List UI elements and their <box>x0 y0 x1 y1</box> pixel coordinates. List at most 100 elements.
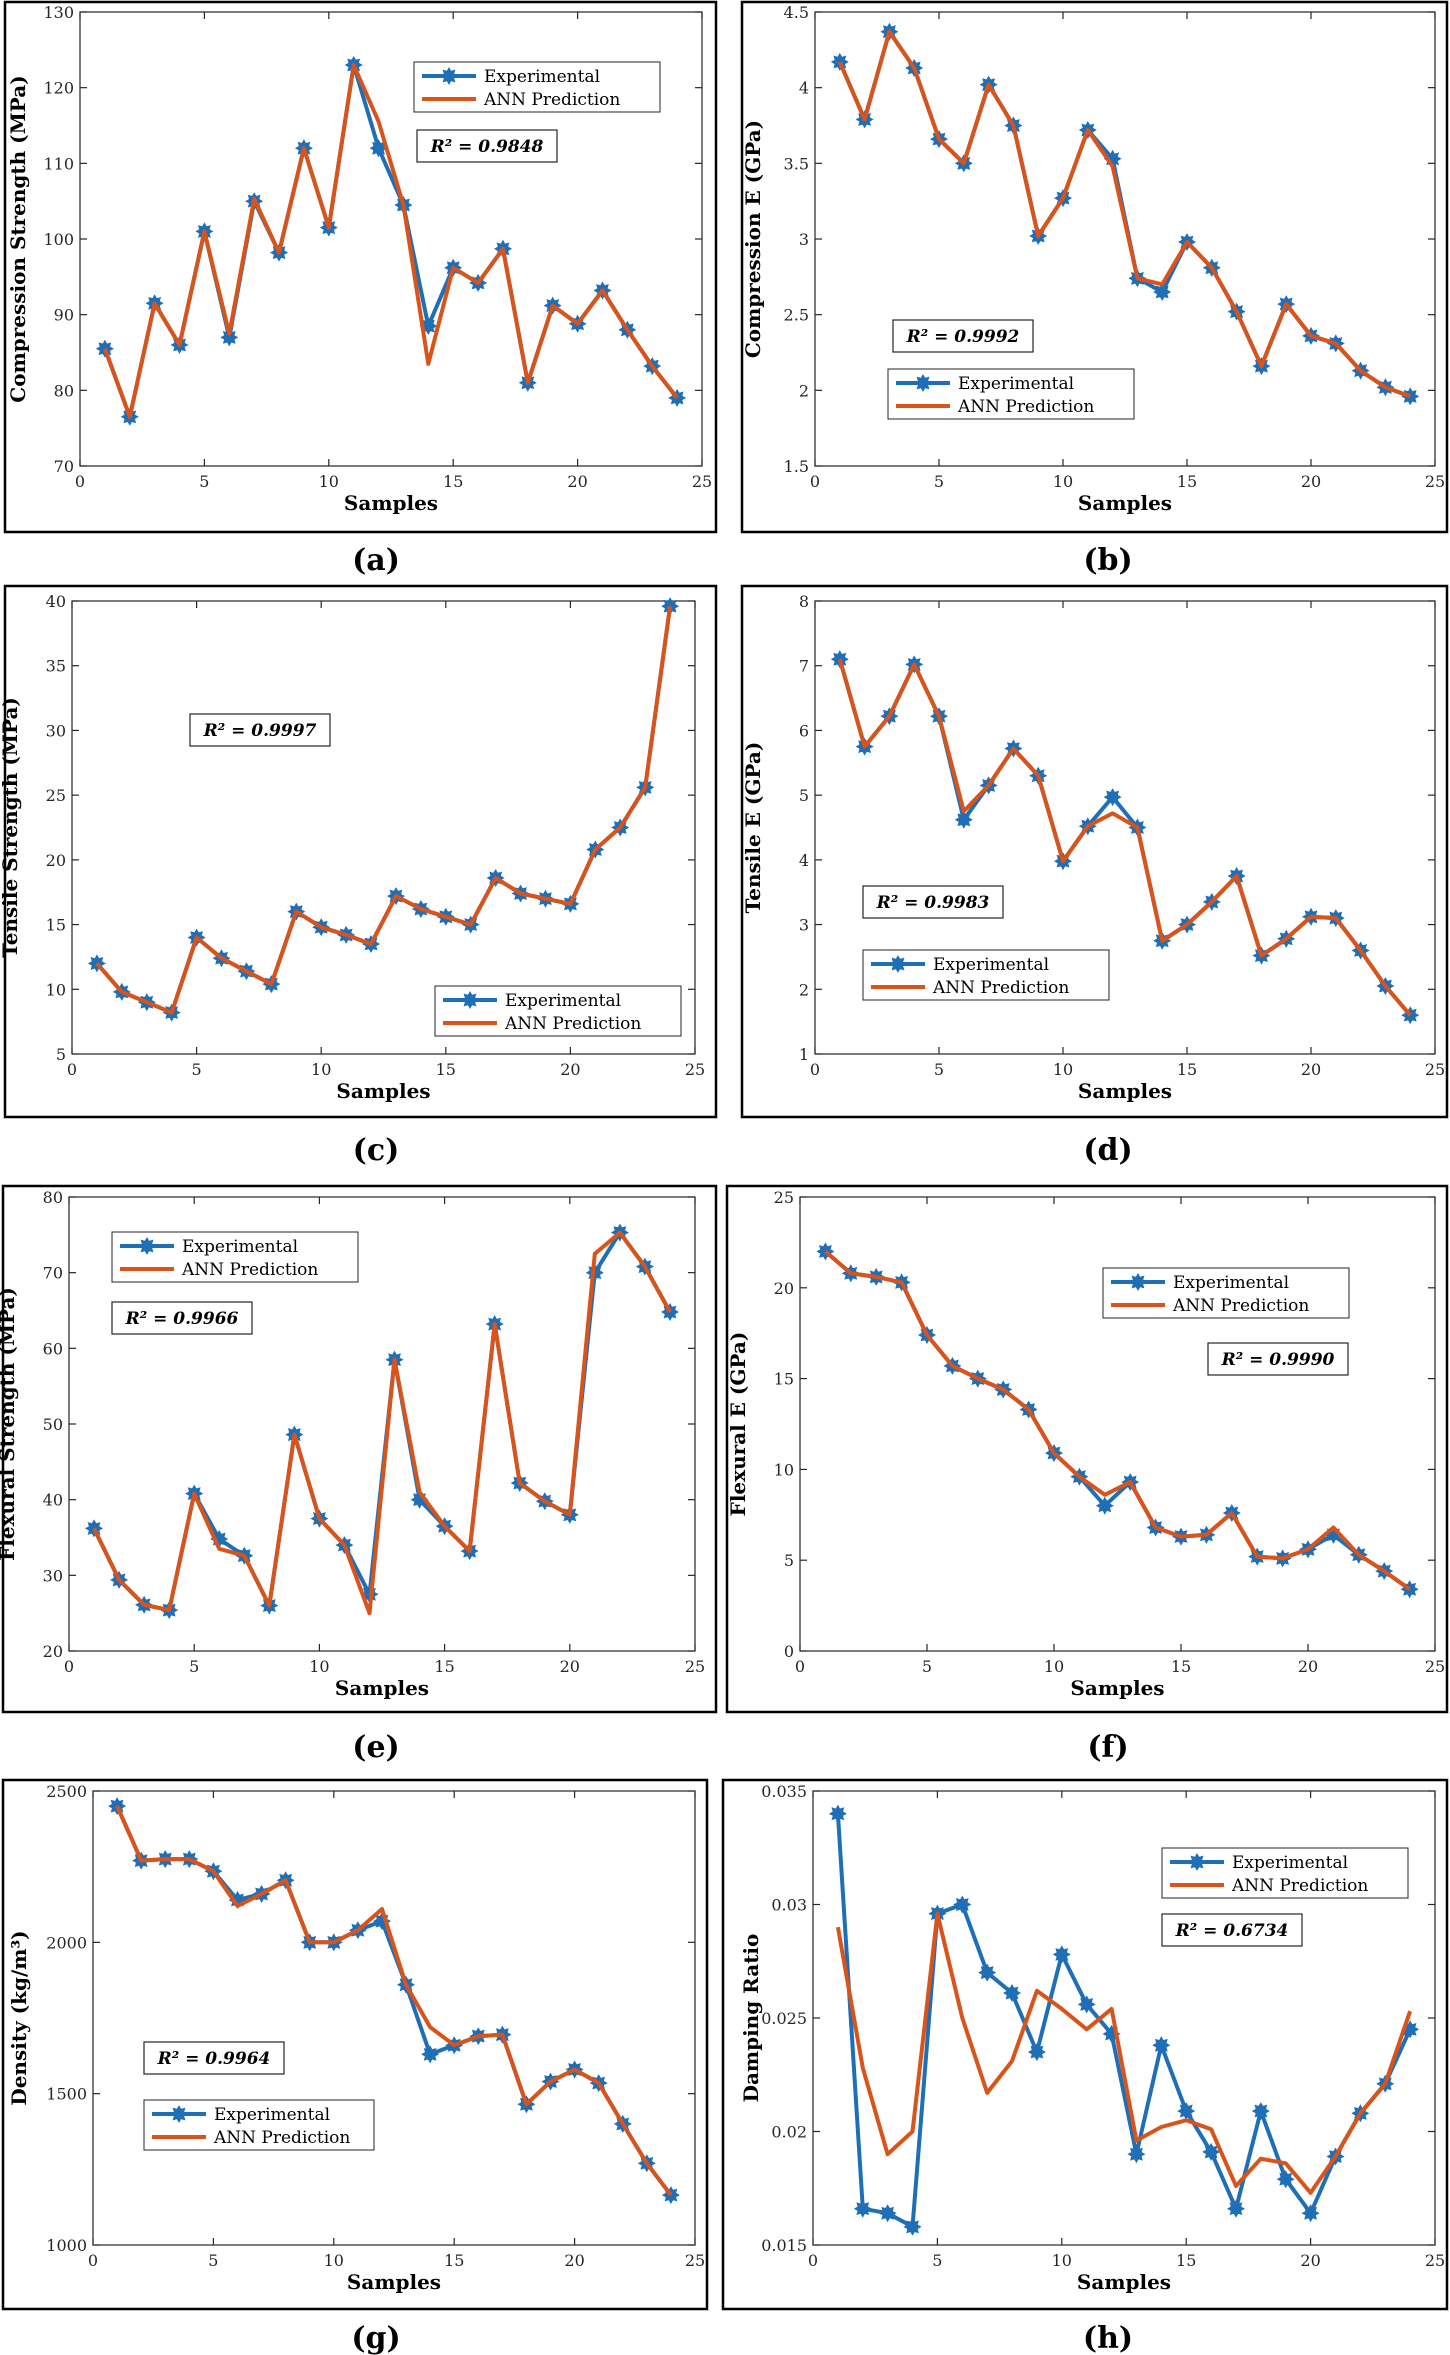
data-point <box>1002 1983 1022 2003</box>
data-point <box>878 2204 897 2223</box>
y-tick-label: 35 <box>46 657 66 676</box>
y-tick-label: 20 <box>774 1279 794 1298</box>
y-tick-label: 0.035 <box>761 1782 807 1801</box>
series-ann-prediction <box>837 658 1412 1017</box>
x-tick-label: 15 <box>434 1657 454 1676</box>
figure-frame <box>740 584 1449 1119</box>
x-tick-label: 5 <box>199 472 209 491</box>
legend: Experimental ANN Prediction <box>111 1231 359 1283</box>
figure-frame <box>3 584 718 1119</box>
plot-area <box>92 1790 696 2246</box>
y-tick-label: 100 <box>43 230 74 249</box>
y-tick-label: 50 <box>43 1415 63 1434</box>
y-tick-label: 120 <box>43 79 74 98</box>
y-tick-label: 130 <box>43 3 74 22</box>
y-tick-label: 2.5 <box>784 306 809 325</box>
y-tick-label: 20 <box>43 1642 63 1661</box>
chart-panel-h: 0 5 10 15 20 25 0.015 0.02 0.025 0.03 0.035 Samples… <box>721 1778 1449 2355</box>
chart-panel-c: 0 5 10 15 20 25510152025303540SamplesTensile … <box>0 584 718 1168</box>
y-tick-label: 80 <box>43 1188 63 1207</box>
series-line <box>95 605 673 1015</box>
y-axis-label: Tensile Strength (MPa) <box>0 697 22 958</box>
data-point <box>1177 2102 1196 2121</box>
x-tick-label: 0 <box>810 1060 820 1079</box>
y-tick-label: 3 <box>799 230 809 249</box>
x-tick-label: 10 <box>1044 1657 1064 1676</box>
data-point <box>460 990 480 1010</box>
x-tick-label: 25 <box>692 472 712 491</box>
x-tick-label: 15 <box>444 2251 464 2270</box>
y-tick-label: 5 <box>784 1551 794 1570</box>
y-tick-label: 2000 <box>46 1933 87 1952</box>
x-tick-label: 0 <box>808 2251 818 2270</box>
legend-label-experimental: Experimental <box>182 1237 298 1257</box>
y-tick-label: 7 <box>799 657 809 676</box>
x-tick-label: 20 <box>1300 2251 1320 2270</box>
r2-box <box>1207 1342 1349 1376</box>
x-tick-label: 10 <box>1053 472 1073 491</box>
series-ann-prediction <box>835 1911 1412 2195</box>
x-tick-label: 20 <box>1301 1060 1321 1079</box>
x-tick-label: 15 <box>443 472 463 491</box>
x-tick-label: 25 <box>1425 2251 1445 2270</box>
data-point <box>1052 1945 1071 1964</box>
legend: Experimental ANN Prediction <box>862 949 1110 1001</box>
chart-panel-d: 0 5 10 15 20 25 1 2 3 4 5 6 7 8 Samples Tensile E (GPa)… <box>740 584 1449 1168</box>
x-tick-label: 20 <box>564 2251 584 2270</box>
legend-box <box>143 2099 375 2151</box>
x-tick-label: 25 <box>1425 1657 1445 1676</box>
x-tick-label: 0 <box>75 472 85 491</box>
y-tick-label: 6 <box>799 721 809 740</box>
x-tick-label: 10 <box>324 2251 344 2270</box>
y-tick-label: 8 <box>799 592 809 611</box>
legend-label-ann-prediction: ANN Prediction <box>213 2128 350 2148</box>
legend-label-experimental: Experimental <box>958 374 1074 394</box>
x-tick-label: 20 <box>1301 472 1321 491</box>
x-axis-label: Samples <box>1078 1079 1172 1103</box>
y-tick-label: 10 <box>774 1460 794 1479</box>
r2-value: R² = 0.9983 <box>876 893 990 913</box>
chart-panel-e: 0 5 10 15 20 25 20 30 40 50 60 70 80 Samples Flexural … <box>0 1184 718 1765</box>
y-tick-label: 4.5 <box>784 3 809 22</box>
r2-value: R² = 0.9997 <box>203 721 317 741</box>
x-axis-label: Samples <box>1077 2270 1171 2294</box>
x-tick-label: 0 <box>795 1657 805 1676</box>
y-tick-label: 3 <box>799 916 809 935</box>
data-point <box>1128 1272 1148 1292</box>
data-point <box>1187 1852 1207 1872</box>
y-tick-label: 10 <box>46 980 66 999</box>
y-tick-label: 60 <box>43 1339 63 1358</box>
y-tick-label: 15 <box>46 916 66 935</box>
x-tick-label: 15 <box>436 1060 456 1079</box>
data-point <box>853 2199 872 2218</box>
y-tick-label: 2 <box>799 381 809 400</box>
series-ann-prediction <box>103 63 679 419</box>
x-axis-label: Samples <box>336 1079 430 1103</box>
panel-label: (g) <box>351 2321 400 2355</box>
legend-label-experimental: Experimental <box>484 67 600 87</box>
r2-value: R² = 0.9848 <box>430 137 544 157</box>
y-tick-label: 15 <box>774 1370 794 1389</box>
legend-label-ann-prediction: ANN Prediction <box>504 1014 641 1034</box>
data-point <box>1077 1995 1096 2014</box>
x-tick-label: 15 <box>1177 472 1197 491</box>
x-tick-label: 10 <box>311 1060 331 1079</box>
y-tick-label: 5 <box>799 786 809 805</box>
x-tick-label: 10 <box>1052 2251 1072 2270</box>
data-point <box>903 2217 922 2236</box>
x-tick-label: 20 <box>560 1657 580 1676</box>
r2-box <box>416 129 558 163</box>
x-tick-label: 25 <box>685 2251 705 2270</box>
legend-label-ann-prediction: ANN Prediction <box>932 978 1069 998</box>
chart-panel-a: 0 5 10 15 20 25 70 80 90 100 110 120 130 Samples Compr… <box>3 0 718 578</box>
x-axis-label: Samples <box>1078 491 1172 515</box>
plot-area <box>71 600 696 1055</box>
data-point <box>953 1895 972 1914</box>
data-point <box>1152 2036 1171 2055</box>
y-axis-label: Compression E (GPa) <box>741 120 765 358</box>
legend-label-ann-prediction: ANN Prediction <box>483 90 620 110</box>
x-tick-label: 5 <box>932 2251 942 2270</box>
legend-label-experimental: Experimental <box>933 955 1049 975</box>
x-tick-label: 5 <box>934 472 944 491</box>
figure-frame <box>725 1184 1449 1714</box>
